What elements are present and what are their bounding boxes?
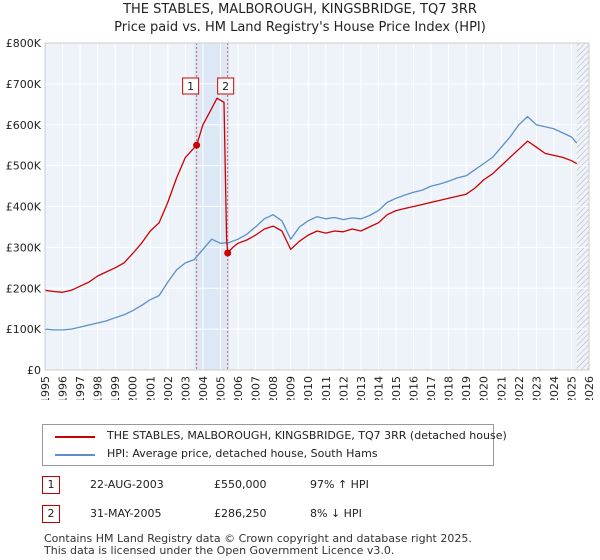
chart-title: THE STABLES, MALBOROUGH, KINGSBRIDGE, TQ… bbox=[123, 2, 477, 17]
x-tick-label: 2005 bbox=[214, 376, 227, 400]
x-tick-label: 2002 bbox=[162, 376, 175, 400]
sale-marker-box: 2 bbox=[42, 505, 60, 523]
sale-hpi-change: 97% ↑ HPI bbox=[310, 478, 369, 491]
x-tick-label: 2018 bbox=[443, 376, 456, 400]
legend: THE STABLES, MALBOROUGH, KINGSBRIDGE, TQ… bbox=[42, 424, 507, 466]
sale-hpi-change: 8% ↓ HPI bbox=[310, 507, 362, 520]
x-tick-label: 2024 bbox=[548, 376, 561, 400]
x-tick-label: 2003 bbox=[179, 376, 192, 400]
y-tick-label: £700K bbox=[6, 78, 42, 91]
property-price-line bbox=[44, 97, 578, 293]
sale-marker-box bbox=[217, 77, 235, 95]
x-tick-label: 2025 bbox=[565, 376, 578, 400]
x-tick-label: 2012 bbox=[337, 376, 350, 400]
x-tick-label: 2023 bbox=[530, 376, 543, 400]
sale-marker-text: 2 bbox=[222, 80, 229, 93]
x-tick-label: 2015 bbox=[390, 376, 403, 400]
x-tick-label: 1999 bbox=[109, 376, 122, 400]
sale-marker-box bbox=[182, 77, 200, 95]
y-tick-label: £0 bbox=[27, 364, 41, 377]
x-tick-label: 2014 bbox=[372, 376, 385, 400]
x-tick-label: 2026 bbox=[583, 376, 596, 400]
x-tick-label: 2019 bbox=[460, 376, 473, 400]
legend-label-property: THE STABLES, MALBOROUGH, KINGSBRIDGE, TQ… bbox=[107, 429, 507, 442]
hpi-line bbox=[44, 115, 578, 331]
x-tick-label: 2017 bbox=[425, 376, 438, 400]
sale-marker-text: 1 bbox=[187, 80, 194, 93]
x-tick-label: 2006 bbox=[232, 376, 245, 400]
x-tick-label: 2000 bbox=[127, 376, 140, 400]
y-tick-label: £600K bbox=[6, 119, 42, 132]
x-tick-label: 1995 bbox=[39, 376, 52, 400]
footer-copyright: Contains HM Land Registry data © Crown c… bbox=[44, 532, 472, 545]
legend-swatch-property bbox=[55, 436, 95, 438]
chart-subtitle: Price paid vs. HM Land Registry's House … bbox=[114, 20, 486, 35]
y-tick-label: £500K bbox=[6, 160, 42, 173]
x-tick-label: 2021 bbox=[495, 376, 508, 400]
sale-price: £286,250 bbox=[214, 507, 267, 520]
chart-area: £0 £100K £200K £300K £400K £500K £600K £700K £80… bbox=[6, 37, 596, 400]
sale-date: 31-MAY-2005 bbox=[90, 507, 162, 520]
y-tick-label: £400K bbox=[6, 201, 42, 214]
x-tick-label: 2009 bbox=[285, 376, 298, 400]
x-tick-label: 1998 bbox=[92, 376, 105, 400]
x-tick-label: 2020 bbox=[478, 376, 491, 400]
y-tick-label: £200K bbox=[6, 282, 42, 295]
x-tick-label: 1997 bbox=[74, 376, 87, 400]
sale-point bbox=[224, 249, 232, 257]
x-tick-label: 2013 bbox=[355, 376, 368, 400]
x-tick-label: 2011 bbox=[320, 376, 333, 400]
sale-marker-label: 1 bbox=[182, 77, 200, 95]
y-tick-label: £100K bbox=[6, 323, 42, 336]
y-tick-label: £800K bbox=[6, 37, 42, 50]
x-tick-label: 2022 bbox=[513, 376, 526, 400]
x-tick-label: 2008 bbox=[267, 376, 280, 400]
sale-marker-box: 1 bbox=[42, 476, 60, 494]
footer-license: This data is licensed under the Open Gov… bbox=[44, 544, 395, 557]
y-tick-label: £300K bbox=[6, 241, 42, 254]
x-tick-label: 1996 bbox=[57, 376, 70, 400]
sale-date: 22-AUG-2003 bbox=[90, 478, 164, 491]
sale-price: £550,000 bbox=[214, 478, 267, 491]
plot-border bbox=[44, 42, 590, 371]
x-tick-label: 2010 bbox=[302, 376, 315, 400]
legend-label-hpi: HPI: Average price, detached house, Sout… bbox=[107, 447, 378, 460]
sale-marker-label: 2 bbox=[217, 77, 235, 95]
x-tick-label: 2004 bbox=[197, 376, 210, 400]
x-tick-label: 2001 bbox=[144, 376, 157, 400]
x-tick-label: 2016 bbox=[408, 376, 421, 400]
sale-point bbox=[193, 141, 201, 149]
legend-swatch-hpi bbox=[55, 454, 95, 456]
x-tick-label: 2007 bbox=[250, 376, 263, 400]
